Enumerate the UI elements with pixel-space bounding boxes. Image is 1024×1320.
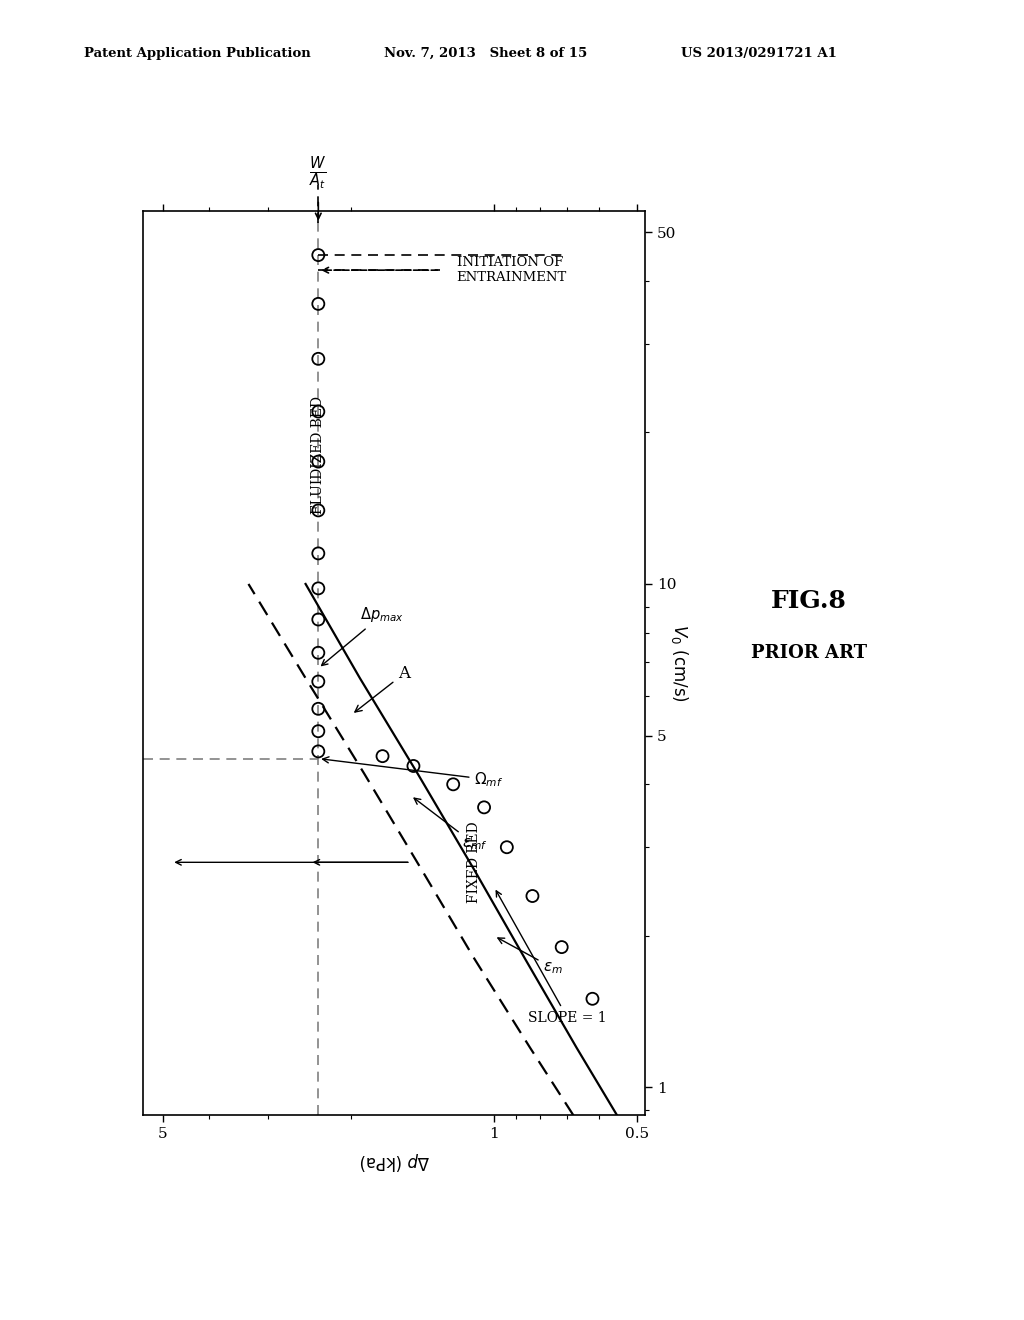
Text: FLUIDIZED BED: FLUIDIZED BED	[311, 396, 326, 515]
Point	[499, 837, 515, 858]
Text: INITIATION OF
ENTRAINMENT: INITIATION OF ENTRAINMENT	[457, 256, 567, 284]
Point	[310, 671, 327, 692]
Point	[554, 936, 570, 957]
Y-axis label: $V_0\ \mathrm{(cm/s)}$: $V_0\ \mathrm{(cm/s)}$	[670, 624, 690, 702]
Text: FIG.8: FIG.8	[771, 589, 847, 612]
Point	[310, 698, 327, 719]
Point	[310, 609, 327, 630]
X-axis label: $\Delta p\ \mathrm{(kPa)}$: $\Delta p\ \mathrm{(kPa)}$	[358, 1150, 430, 1172]
Point	[310, 578, 327, 599]
Point	[585, 989, 601, 1010]
Text: Patent Application Publication: Patent Application Publication	[84, 46, 310, 59]
Point	[310, 741, 327, 762]
Point	[310, 543, 327, 564]
Text: $\frac{W}{A_t}$: $\frac{W}{A_t}$	[309, 156, 327, 193]
Text: $\Delta p_{max}$: $\Delta p_{max}$	[322, 606, 403, 665]
Point	[310, 401, 327, 422]
Text: A: A	[355, 665, 410, 711]
Point	[310, 293, 327, 314]
Point	[310, 643, 327, 664]
Text: SLOPE = 1: SLOPE = 1	[497, 891, 607, 1024]
Point	[406, 755, 422, 776]
Point	[310, 721, 327, 742]
Point	[310, 451, 327, 473]
Text: US 2013/0291721 A1: US 2013/0291721 A1	[681, 46, 837, 59]
Point	[310, 244, 327, 265]
Point	[476, 797, 493, 818]
Text: FIXED BED: FIXED BED	[468, 821, 481, 903]
Text: Nov. 7, 2013   Sheet 8 of 15: Nov. 7, 2013 Sheet 8 of 15	[384, 46, 587, 59]
Point	[445, 774, 462, 795]
Point	[524, 886, 541, 907]
Text: $\Omega_{mf}$: $\Omega_{mf}$	[323, 756, 504, 789]
Point	[375, 746, 391, 767]
Text: $\varepsilon_{mf}$: $\varepsilon_{mf}$	[414, 799, 487, 851]
Text: PRIOR ART: PRIOR ART	[751, 644, 867, 663]
Point	[310, 348, 327, 370]
Text: $\varepsilon_m$: $\varepsilon_m$	[498, 939, 563, 975]
Point	[310, 500, 327, 521]
